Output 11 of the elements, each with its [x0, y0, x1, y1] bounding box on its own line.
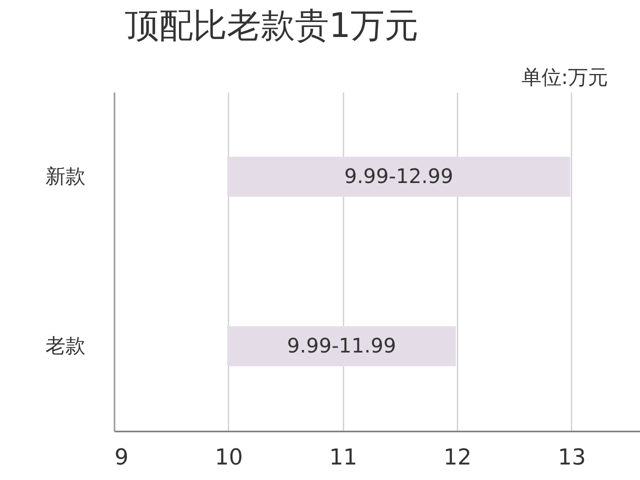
- x-tick-label: 10: [214, 446, 243, 470]
- y-tick-label: 老款: [46, 333, 86, 358]
- x-tick-label: 9: [114, 446, 128, 470]
- text: 单位:万元: [521, 65, 608, 89]
- x-tick-label: 11: [329, 446, 358, 470]
- y-tick-label: 新款: [46, 164, 86, 188]
- data-label: 9.99-11.99: [287, 333, 396, 358]
- chart-title: 顶配比老款贵1万元: [125, 6, 419, 46]
- data-label: 9.99-12.99: [344, 164, 454, 188]
- x-tick-label: 12: [444, 446, 472, 470]
- x-tick-label: 13: [558, 446, 586, 470]
